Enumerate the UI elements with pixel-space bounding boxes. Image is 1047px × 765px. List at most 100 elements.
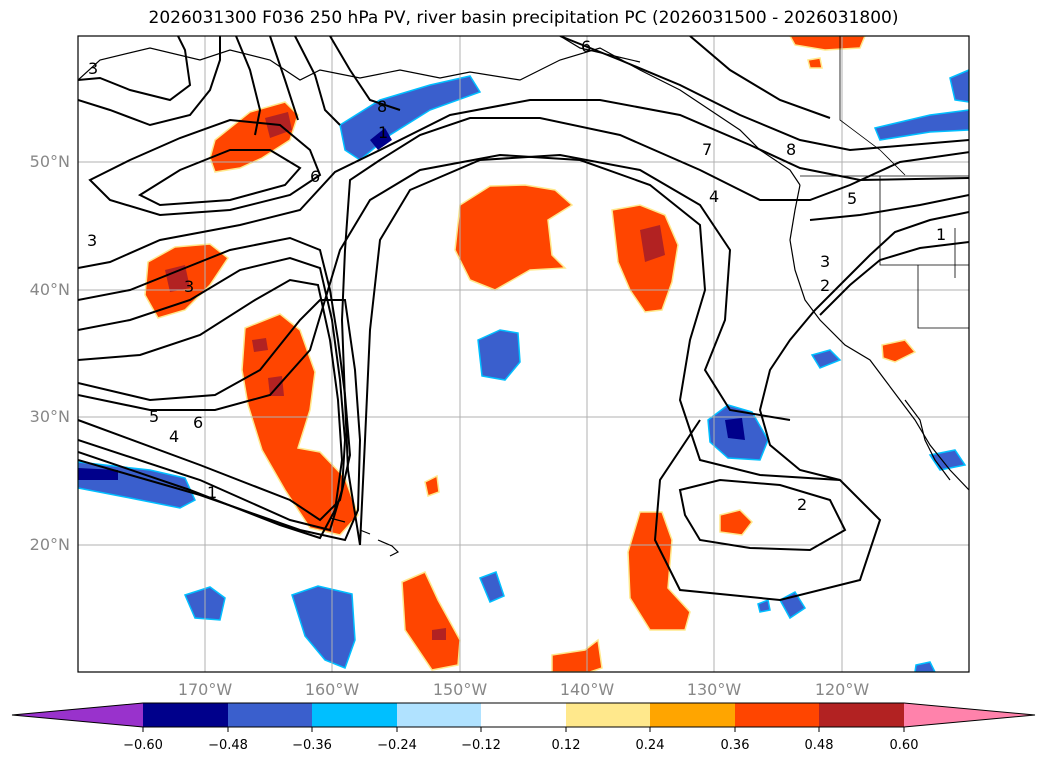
colorbar-label: 0.60 bbox=[889, 738, 919, 753]
pv-contour bbox=[88, 118, 322, 217]
lat-label: 20°N bbox=[29, 535, 70, 554]
pv-contours bbox=[78, 36, 969, 602]
precip-positive-area bbox=[789, 36, 866, 51]
precip-negative-area bbox=[479, 571, 505, 603]
precip-positive-area bbox=[551, 638, 603, 672]
contour-label: 6 bbox=[310, 167, 320, 186]
contour-label: 4 bbox=[169, 427, 179, 446]
pv-contour bbox=[294, 36, 341, 126]
coastlines bbox=[78, 36, 969, 557]
precip-positive-area bbox=[401, 571, 461, 671]
lat-label: 50°N bbox=[29, 152, 70, 171]
colorbar-segment bbox=[735, 703, 819, 727]
colorbar-label: 0.36 bbox=[720, 738, 750, 753]
contour-label: 2 bbox=[797, 495, 807, 514]
colorbar-label: −0.48 bbox=[208, 738, 248, 753]
lon-label: 130°W bbox=[686, 680, 742, 699]
coastline-alaska-south bbox=[559, 36, 641, 63]
pv-contour bbox=[329, 36, 401, 111]
colorbar-segment bbox=[312, 703, 397, 727]
lat-label: 40°N bbox=[29, 280, 70, 299]
colorbar-segment bbox=[12, 703, 143, 727]
precip-positive-area bbox=[807, 57, 823, 69]
contour-label: 3 bbox=[87, 231, 97, 250]
colorbar-segment bbox=[481, 703, 566, 727]
colorbar bbox=[11, 702, 1036, 732]
contour-label: 8 bbox=[786, 140, 796, 159]
border-canada-provinces bbox=[839, 36, 906, 176]
colorbar-label: 0.12 bbox=[551, 738, 581, 753]
gridlines bbox=[78, 36, 969, 672]
pv-contour bbox=[678, 478, 847, 552]
colorbar-segment bbox=[143, 703, 228, 727]
contour-label: 1 bbox=[936, 225, 946, 244]
pv-contour bbox=[78, 153, 882, 602]
colorbar-label: −0.24 bbox=[377, 738, 417, 753]
colorbar-segment bbox=[228, 703, 312, 727]
colorbar-label: −0.12 bbox=[461, 738, 501, 753]
precip-positive-core bbox=[165, 265, 190, 292]
colorbar-label: −0.36 bbox=[292, 738, 332, 753]
pv-contour bbox=[689, 36, 831, 119]
pv-contour bbox=[235, 36, 262, 136]
pv-contour bbox=[137, 149, 302, 207]
pv-contour bbox=[78, 236, 352, 522]
pv-contour bbox=[78, 36, 221, 127]
pv-contour bbox=[269, 36, 299, 121]
colorbar-segment bbox=[904, 703, 1035, 727]
precip-positive-core bbox=[268, 376, 284, 396]
contour-labels: 3 8 1 6 3 5 6 4 1 7 4 8 5 3 2 1 2 3 6 bbox=[87, 37, 946, 514]
precipitation-field bbox=[78, 36, 969, 672]
contour-label: 1 bbox=[378, 123, 388, 142]
pv-contour bbox=[559, 36, 969, 152]
lon-label: 140°W bbox=[559, 680, 615, 699]
precip-negative-area bbox=[810, 349, 842, 369]
pv-contour bbox=[809, 194, 969, 221]
lon-label: 170°W bbox=[177, 680, 233, 699]
map-frame bbox=[77, 35, 970, 673]
precip-negative-core bbox=[370, 128, 392, 150]
colorbar-label: −0.60 bbox=[123, 738, 163, 753]
contour-label: 3 bbox=[88, 59, 98, 78]
precip-positive-area bbox=[719, 509, 753, 536]
colorbar-label: 0.24 bbox=[635, 738, 665, 753]
precip-positive-core bbox=[640, 225, 665, 262]
pv-contour bbox=[78, 99, 969, 269]
precip-negative-area bbox=[477, 329, 521, 381]
border-states bbox=[879, 176, 969, 329]
contour-label: 8 bbox=[377, 97, 387, 116]
contour-label: 7 bbox=[702, 140, 712, 159]
pv-contour bbox=[359, 153, 791, 546]
pv-contour bbox=[340, 117, 969, 546]
pv-contour bbox=[78, 278, 344, 540]
precip-positive-area bbox=[881, 339, 917, 363]
pv-contour bbox=[78, 256, 347, 532]
pv-contour bbox=[78, 36, 192, 102]
map-title: 2026031300 F036 250 hPa PV, river basin … bbox=[148, 8, 899, 28]
precip-negative-area bbox=[757, 598, 771, 613]
contour-label: 6 bbox=[193, 413, 203, 432]
lon-label: 160°W bbox=[304, 680, 360, 699]
pv-contour bbox=[819, 241, 969, 316]
precip-positive-area bbox=[627, 511, 691, 631]
lon-label: 150°W bbox=[432, 680, 488, 699]
contour-label: 1 bbox=[207, 483, 217, 502]
colorbar-segment bbox=[397, 703, 481, 727]
colorbar-label: 0.48 bbox=[804, 738, 834, 753]
lon-label: 120°W bbox=[814, 680, 870, 699]
precip-positive-core bbox=[252, 338, 268, 352]
precip-negative-area bbox=[914, 661, 936, 672]
precip-negative-area bbox=[873, 109, 969, 141]
contour-label: 2 bbox=[820, 276, 830, 295]
pv-contour bbox=[78, 299, 362, 542]
contour-label: 3 bbox=[820, 252, 830, 271]
precip-negative-area bbox=[291, 585, 356, 669]
coastline-north-america bbox=[789, 184, 969, 491]
colorbar-segment bbox=[566, 703, 650, 727]
contour-label: 4 bbox=[709, 187, 719, 206]
contour-label: 5 bbox=[847, 189, 857, 208]
contour-label: 3 bbox=[184, 277, 194, 296]
precip-positive-area bbox=[424, 474, 440, 497]
coastline-alaska bbox=[78, 47, 801, 186]
